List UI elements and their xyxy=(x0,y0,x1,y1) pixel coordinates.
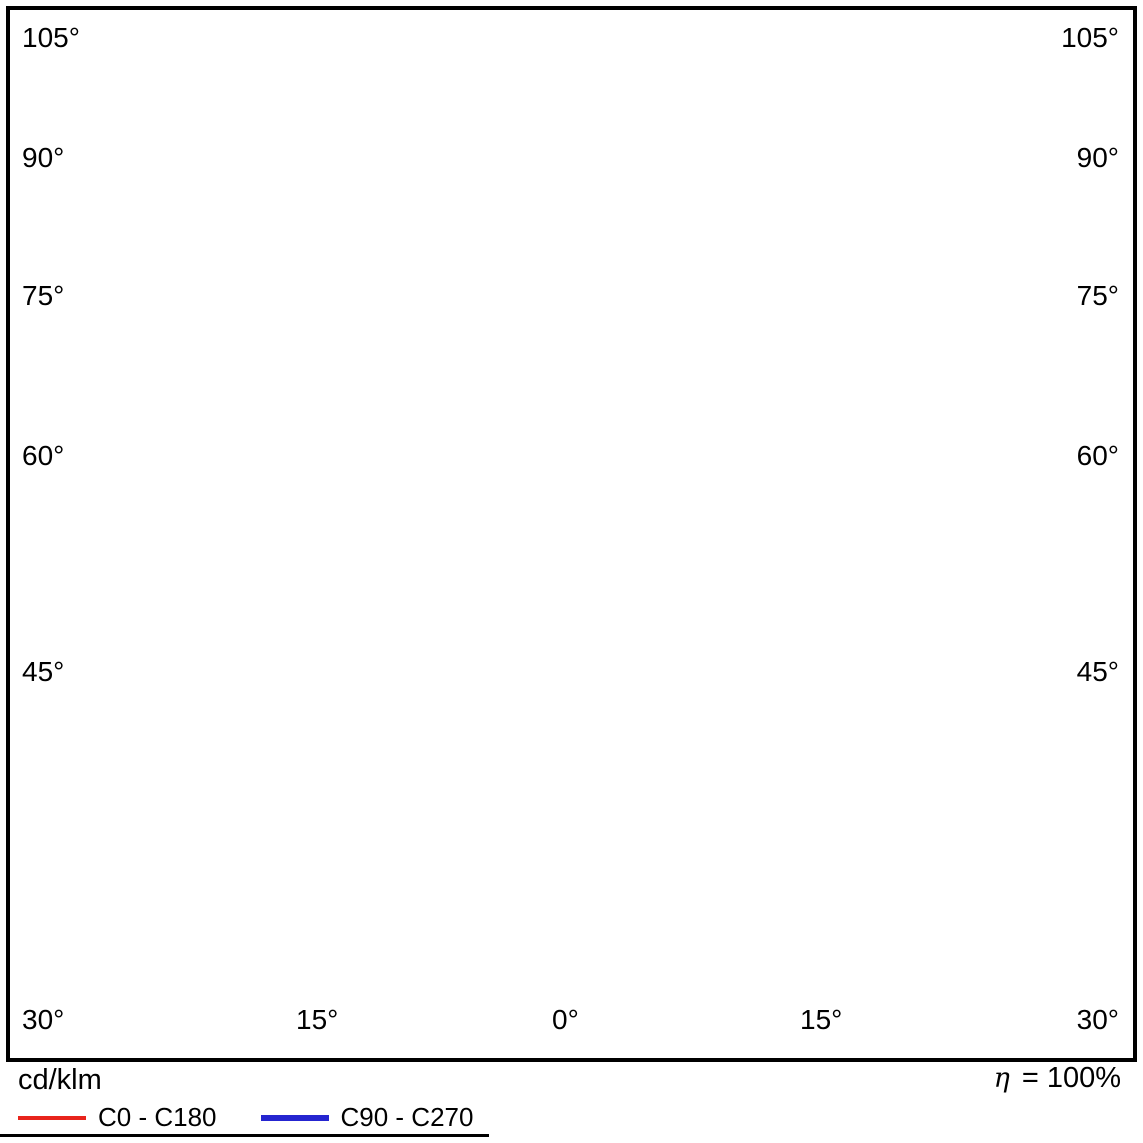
legend-line-c90-c270 xyxy=(260,1114,329,1121)
grid-radial-line xyxy=(742,206,1143,549)
legend-item-c0-c180: C0 - C180 xyxy=(18,1102,217,1133)
legend-underline xyxy=(0,1134,489,1137)
legend-label-c0-c180: C0 - C180 xyxy=(98,1102,217,1132)
grid-radial-line xyxy=(0,248,419,910)
grid-radial-line xyxy=(724,248,1143,910)
grid-ring xyxy=(220,0,924,512)
grid-radial-line xyxy=(660,312,1143,1143)
efficiency-value: = 100% xyxy=(1013,1062,1121,1094)
grid-ring xyxy=(396,0,748,336)
grid-radial-line xyxy=(0,284,447,1143)
eta-symbol: η xyxy=(993,1063,1010,1094)
curve-c90-c270 xyxy=(282,160,862,813)
grid-ring xyxy=(0,0,1143,1040)
legend-line-c0-c180 xyxy=(18,1115,86,1120)
legend-item-c90-c270: C90 - C270 xyxy=(260,1102,474,1133)
grid-radial-line xyxy=(696,284,1143,1143)
grid-radial-line xyxy=(617,330,960,1143)
grid-radial-line xyxy=(696,0,1143,36)
grid-ring xyxy=(44,0,1100,688)
grid-radial-line xyxy=(0,0,419,72)
grid-radial-line xyxy=(0,312,484,1143)
grid-radial-line xyxy=(183,330,526,1143)
grid-radial-line xyxy=(0,0,401,114)
grid-radial-line xyxy=(0,0,447,36)
efficiency-label: η = 100% xyxy=(994,1062,1121,1095)
chart-border xyxy=(6,6,1137,1062)
unit-label: cd/klm xyxy=(18,1064,102,1096)
grid-radial-line xyxy=(0,206,401,549)
legend: C0 - C180 C90 - C270 xyxy=(18,1102,473,1133)
grid-radial-line xyxy=(742,0,1143,114)
curve-c0-c180 xyxy=(283,160,860,811)
grid-radial-line xyxy=(724,0,1143,72)
legend-label-c90-c270: C90 - C270 xyxy=(340,1102,474,1132)
grid-ring xyxy=(0,0,1143,864)
